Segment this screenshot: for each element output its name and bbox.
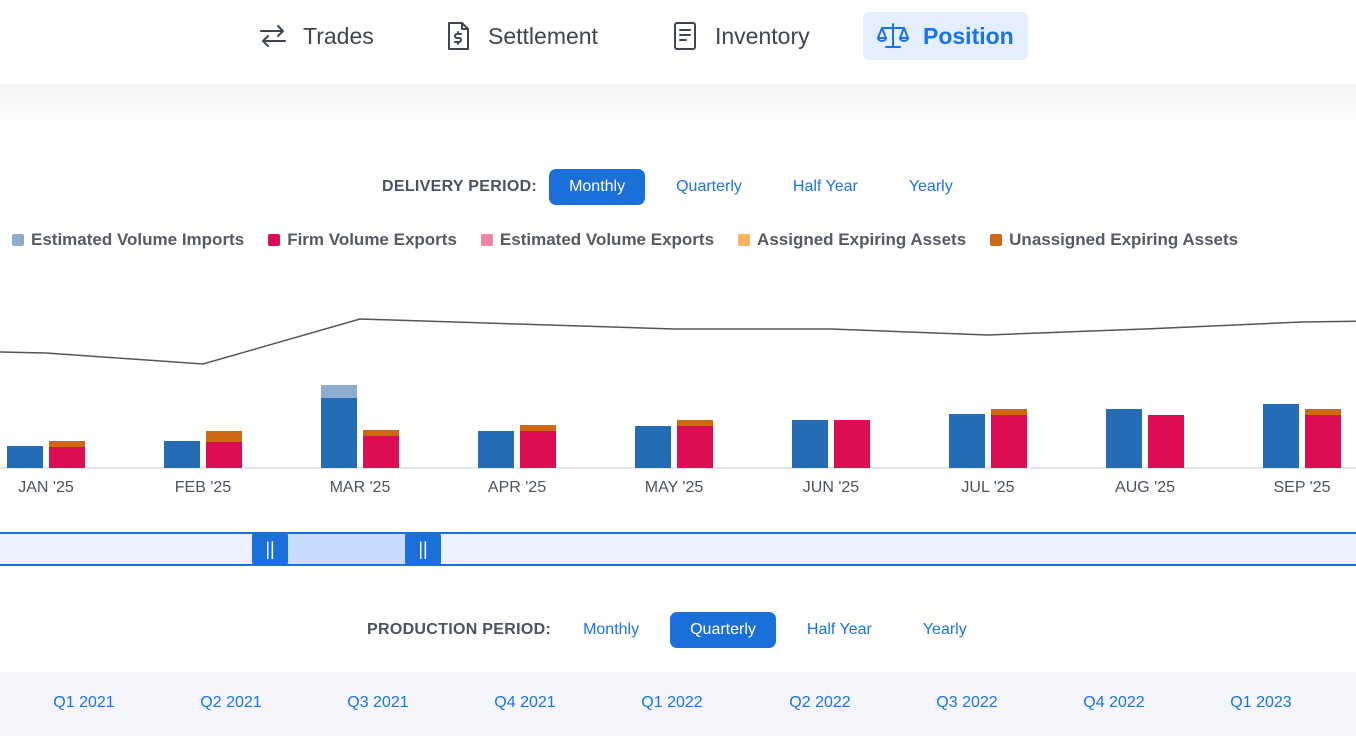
legend-swatch [990,234,1003,246]
nav-trades[interactable]: Trades [243,12,388,60]
nav-inventory-label: Inventory [715,22,810,49]
bar-unassigned-expiring-assets [49,441,85,447]
legend-swatch [480,234,493,246]
production-monthly-button[interactable]: Monthly [583,621,640,638]
quarter-item[interactable]: Q1 2021 [53,694,115,711]
legend-label: Estimated Volume Imports [31,230,245,249]
legend-label: Assigned Expiring Assets [757,230,967,249]
legend-label: Estimated Volume Exports [499,230,715,249]
bar-firm-volume-imports [7,446,43,468]
top-navigation: Trades Settlement Inventory Position [0,0,1356,84]
x-tick-label: JUN '25 [803,479,860,496]
quarter-item[interactable]: Q3 2022 [936,694,998,711]
bar-unassigned-expiring-assets [1305,409,1341,415]
bar-firm-volume-exports [49,447,85,468]
bar-firm-volume-imports [478,431,514,468]
quarter-item[interactable]: Q3 2021 [347,694,409,711]
chart-legend: Estimated Volume Imports Firm Volume Exp… [12,230,1262,250]
delivery-period-label: DELIVERY PERIOD: [382,178,538,195]
position-chart: JAN '25 FEB '25 MAR '25 APR '25 MAY '25 JUN '… [0,318,1356,496]
nav-settlement-label: Settlement [488,22,598,49]
scroller-left-handle[interactable]: || [252,532,288,566]
delivery-yearly-button[interactable]: Yearly [908,178,953,195]
x-tick-label: AUG '25 [1115,479,1175,496]
bar-firm-volume-imports [164,441,200,468]
balance-scale-icon [877,23,909,48]
bar-unassigned-expiring-assets [677,420,713,426]
quarter-item[interactable]: Q2 2021 [200,694,262,711]
x-tick-label: JUL '25 [961,479,1014,496]
bar-unassigned-expiring-assets [991,409,1027,415]
nav-trades-label: Trades [303,22,374,49]
delivery-monthly-button[interactable]: Monthly [549,169,646,205]
bar-firm-volume-imports [635,426,671,468]
bar-firm-volume-exports [1148,415,1184,468]
x-tick-label: MAR '25 [330,479,391,496]
production-quarterly-button[interactable]: Quarterly [670,612,776,648]
legend-label: Firm Volume Exports [287,230,457,249]
bar-unassigned-expiring-assets [520,425,556,431]
bar-firm-volume-imports [949,414,985,468]
nav-position-label: Position [923,22,1014,49]
x-tick-label: SEP '25 [1273,479,1330,496]
nav-inventory[interactable]: Inventory [655,12,824,60]
scroller-selected-range[interactable] [270,534,422,564]
bar-firm-volume-exports [520,431,556,468]
legend-item[interactable]: Estimated Volume Exports [480,230,715,250]
legend-swatch [12,234,24,246]
legend-swatch [738,234,751,246]
production-period-selector: PRODUCTION PERIOD: Monthly Quarterly Hal… [367,612,998,648]
quarter-item[interactable]: Q4 2022 [1083,694,1145,711]
bar-unassigned-expiring-assets [363,430,399,436]
bar-unassigned-expiring-assets [206,431,242,442]
bar-firm-volume-exports [1305,415,1341,468]
quarter-item[interactable]: Q2 2022 [789,694,851,711]
bar-firm-volume-exports [991,415,1027,468]
dollar-document-icon [448,22,469,50]
bar-firm-volume-imports [321,398,357,468]
bar-firm-volume-exports [206,442,242,468]
bar-estimated-volume-imports [321,385,357,398]
bar-firm-volume-imports [792,420,828,468]
bar-firm-volume-exports [834,420,870,468]
legend-swatch [268,234,281,246]
production-period-label: PRODUCTION PERIOD: [367,621,552,638]
bar-firm-volume-exports [363,436,399,468]
legend-item[interactable]: Assigned Expiring Assets [738,230,966,250]
delivery-quarterly-button[interactable]: Quarterly [676,178,742,195]
x-tick-label: FEB '25 [175,479,232,496]
bar-firm-volume-imports [1263,404,1299,468]
scroller-right-handle[interactable]: || [405,532,441,566]
x-tick-label: MAY '25 [645,479,704,496]
swap-arrows-icon [260,25,286,47]
production-half-year-button[interactable]: Half Year [806,621,872,638]
quarter-strip: Q1 2021 Q2 2021 Q3 2021 Q4 2021 Q1 2022 … [0,672,1356,736]
legend-label: Unassigned Expiring Assets [1009,230,1239,249]
legend-item[interactable]: Firm Volume Exports [268,230,457,250]
bar-firm-volume-exports [677,426,713,468]
total-line [0,318,1356,365]
bar-firm-volume-imports [1106,409,1142,468]
x-tick-label: JAN '25 [18,479,74,496]
quarter-item[interactable]: Q1 2022 [641,694,703,711]
header-shadow [0,84,1356,130]
x-tick-label: APR '25 [488,479,546,496]
chart-scroller[interactable]: || || [0,532,1356,566]
document-list-icon [674,22,696,50]
nav-position[interactable]: Position [863,12,1028,60]
quarter-item[interactable]: Q1 2023 [1230,694,1292,711]
delivery-period-selector: DELIVERY PERIOD: Monthly Quarterly Half … [382,169,984,205]
nav-settlement[interactable]: Settlement [428,12,612,60]
legend-item[interactable]: Estimated Volume Imports [12,230,244,250]
legend-item[interactable]: Unassigned Expiring Assets [990,230,1238,250]
production-yearly-button[interactable]: Yearly [922,621,967,638]
quarter-item[interactable]: Q4 2021 [494,694,556,711]
delivery-half-year-button[interactable]: Half Year [792,178,858,195]
